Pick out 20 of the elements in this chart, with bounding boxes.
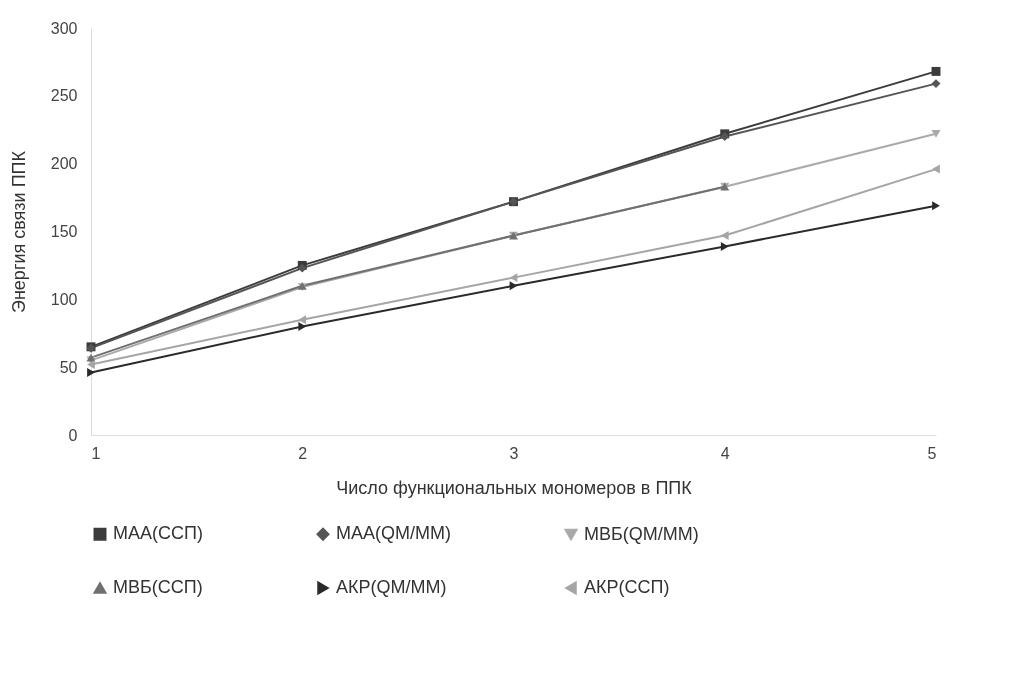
y-tick-label: 200 — [50, 155, 78, 173]
legend-label: АКР(QM/MM) — [336, 577, 447, 597]
y-axis-title: Энергия связи ППК — [8, 150, 29, 314]
legend-label: МВБ(ССП) — [113, 577, 203, 597]
y-tick-label: 150 — [50, 223, 78, 240]
x-axis-title: Число функциональных мономеров в ППК — [336, 477, 693, 498]
x-tick-label: 2 — [298, 444, 308, 462]
legend-label: МАА(QM/MM) — [336, 523, 451, 544]
x-tick-label: 4 — [720, 444, 730, 462]
x-tick-label: 3 — [509, 444, 519, 462]
x-tick-label: 1 — [91, 444, 101, 462]
legend-label: МАА(ССП) — [113, 523, 203, 544]
y-tick-label: 50 — [59, 358, 78, 376]
y-tick-label: 100 — [50, 290, 78, 308]
legend-label: МВБ(QM/MM) — [584, 523, 699, 544]
x-tick-label: 5 — [927, 444, 937, 462]
y-tick-label: 250 — [50, 87, 78, 105]
y-tick-label: 0 — [68, 426, 78, 444]
legend-label: АКР(ССП) — [584, 577, 670, 597]
y-tick-label: 300 — [50, 19, 78, 37]
